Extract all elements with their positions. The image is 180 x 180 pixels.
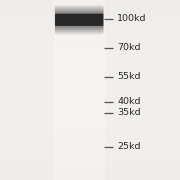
FancyBboxPatch shape — [55, 14, 103, 26]
FancyBboxPatch shape — [55, 7, 104, 33]
FancyBboxPatch shape — [55, 11, 104, 28]
FancyBboxPatch shape — [55, 9, 104, 30]
Text: 55kd: 55kd — [117, 72, 141, 81]
FancyBboxPatch shape — [55, 12, 104, 27]
Text: 25kd: 25kd — [117, 142, 141, 151]
Text: 35kd: 35kd — [117, 108, 141, 117]
Text: 40kd: 40kd — [117, 97, 141, 106]
FancyBboxPatch shape — [55, 8, 104, 32]
FancyBboxPatch shape — [55, 10, 104, 29]
Text: 100kd: 100kd — [117, 14, 147, 23]
FancyBboxPatch shape — [55, 5, 104, 35]
FancyBboxPatch shape — [55, 6, 104, 34]
Text: 70kd: 70kd — [117, 43, 141, 52]
